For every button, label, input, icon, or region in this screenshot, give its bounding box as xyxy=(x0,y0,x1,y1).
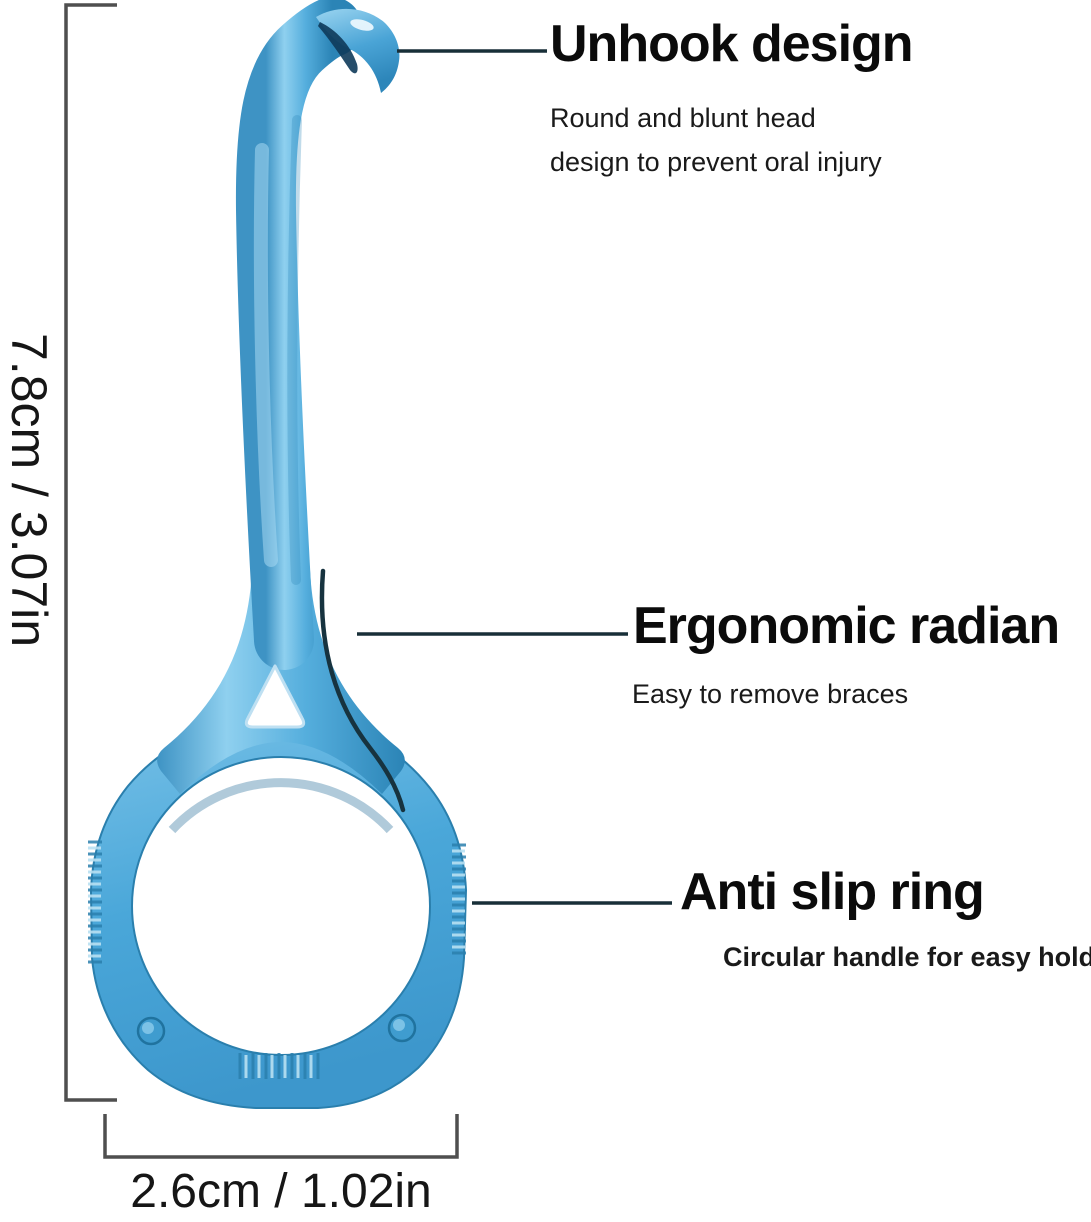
stem-highlight xyxy=(253,143,278,567)
annotation-ergonomic-desc-line1: Easy to remove braces xyxy=(632,679,909,709)
annotation-ergonomic-desc: Easy to remove braces xyxy=(632,672,908,716)
hook-head xyxy=(316,8,400,93)
annotation-antislip: Anti slip ring xyxy=(680,863,985,921)
annotation-antislip-desc-line1: Circular handle for easy holding xyxy=(723,942,1091,972)
hook-highlight xyxy=(350,19,374,31)
annotation-antislip-desc: Circular handle for easy holding xyxy=(723,935,1091,979)
annotation-unhook-desc: Round and blunt head design to prevent o… xyxy=(550,96,882,184)
annotation-unhook-desc-line1: Round and blunt head xyxy=(550,103,816,133)
dimple-left xyxy=(136,1016,166,1046)
annotation-ergonomic-title: Ergonomic radian xyxy=(633,597,1060,655)
height-dimension-label: 7.8cm / 3.07in xyxy=(1,333,57,648)
stem-shade xyxy=(287,115,302,585)
hook-notch-shadow xyxy=(318,22,358,74)
height-dimension-bracket xyxy=(64,3,117,1102)
triangle-hole xyxy=(244,664,306,729)
width-dimension-bracket xyxy=(103,1114,459,1159)
radian-arc-marking xyxy=(319,568,406,813)
tool-drawing xyxy=(88,0,468,1109)
annotation-antislip-title: Anti slip ring xyxy=(680,863,985,921)
annotation-unhook-desc-line2: design to prevent oral injury xyxy=(550,147,882,177)
annotation-ergonomic: Ergonomic radian xyxy=(633,597,1060,655)
ring-inner-shadow xyxy=(168,778,394,834)
width-dimension-label: 2.6cm / 1.02in xyxy=(130,1165,432,1218)
ring-ribs-dark xyxy=(88,840,466,1079)
tool-ring xyxy=(89,712,468,1109)
annotation-unhook: Unhook design xyxy=(550,15,914,73)
ring-ribs-light xyxy=(88,846,465,1078)
annotation-unhook-title: Unhook design xyxy=(550,15,914,73)
dimple-right xyxy=(387,1013,417,1043)
